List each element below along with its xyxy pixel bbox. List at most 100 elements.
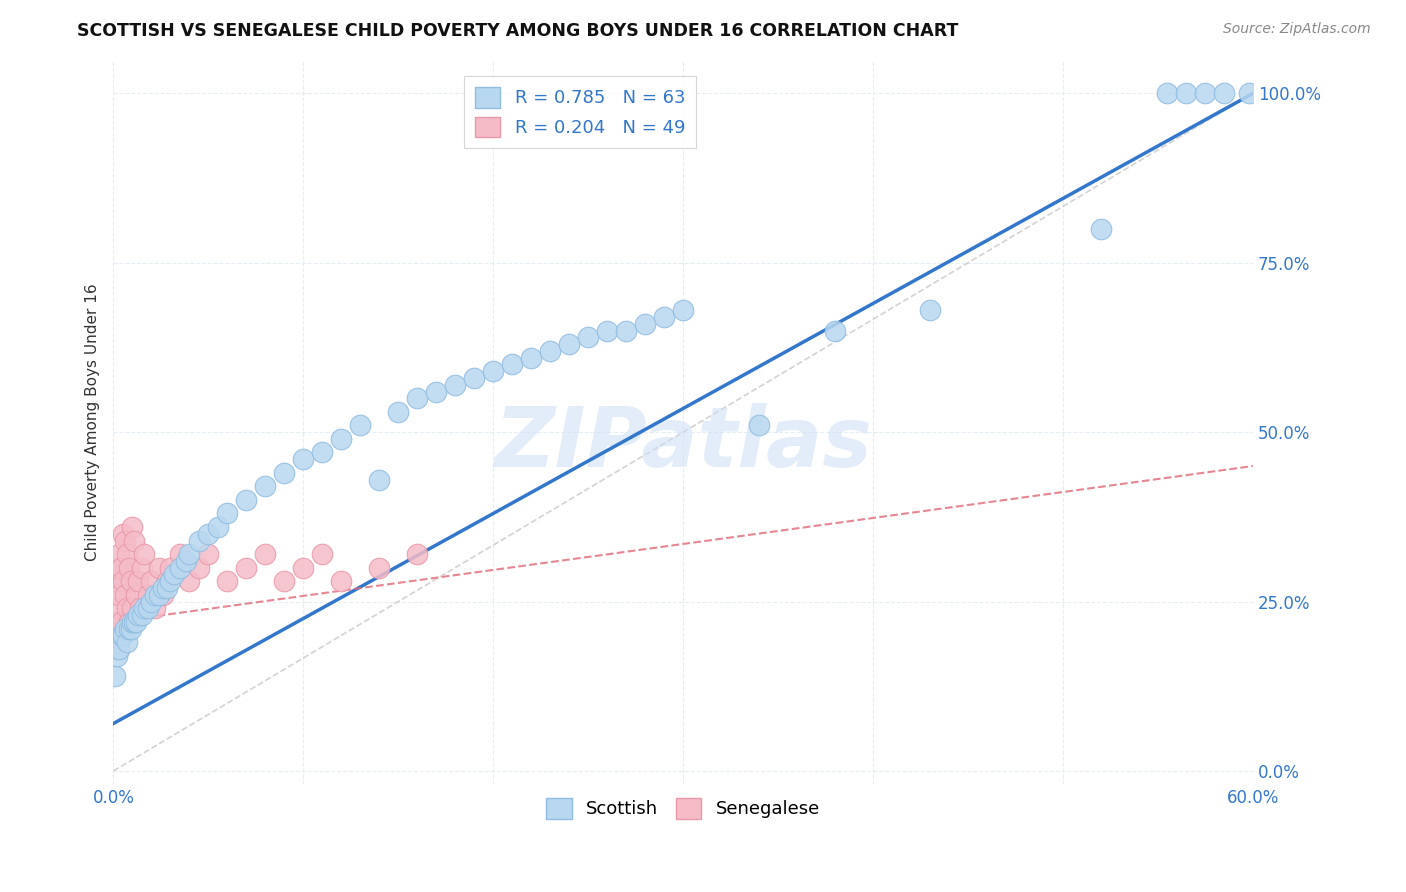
Scottish (330, 432, 353, 446)
Scottish (1237, 87, 1260, 101)
Scottish (197, 526, 219, 541)
Scottish (652, 310, 675, 324)
Scottish (558, 337, 581, 351)
Scottish (463, 371, 485, 385)
Scottish (141, 594, 163, 608)
Scottish (121, 615, 143, 629)
Scottish (120, 622, 142, 636)
Scottish (110, 628, 132, 642)
Text: Source: ZipAtlas.com: Source: ZipAtlas.com (1223, 22, 1371, 37)
Scottish (444, 377, 467, 392)
Scottish (111, 628, 134, 642)
Senegalese (125, 588, 148, 602)
Senegalese (108, 642, 131, 657)
Scottish (163, 567, 186, 582)
Senegalese (143, 601, 166, 615)
Senegalese (169, 547, 191, 561)
Scottish (349, 418, 371, 433)
Senegalese (311, 547, 333, 561)
Senegalese (197, 547, 219, 561)
Scottish (174, 554, 197, 568)
Scottish (108, 642, 131, 657)
Scottish (482, 364, 505, 378)
Scottish (187, 533, 209, 548)
Senegalese (124, 533, 146, 548)
Scottish (217, 507, 239, 521)
Senegalese (217, 574, 239, 589)
Senegalese (159, 560, 181, 574)
Scottish (124, 615, 146, 629)
Senegalese (127, 574, 149, 589)
Scottish (148, 588, 170, 602)
Scottish (596, 324, 619, 338)
Senegalese (110, 560, 132, 574)
Senegalese (104, 574, 127, 589)
Senegalese (330, 574, 353, 589)
Senegalese (136, 588, 159, 602)
Senegalese (114, 533, 136, 548)
Scottish (152, 581, 174, 595)
Scottish (1213, 87, 1236, 101)
Senegalese (187, 560, 209, 574)
Senegalese (111, 628, 134, 642)
Scottish (748, 418, 770, 433)
Senegalese (121, 601, 143, 615)
Senegalese (108, 588, 131, 602)
Senegalese (368, 560, 391, 574)
Scottish (1175, 87, 1198, 101)
Scottish (159, 574, 181, 589)
Scottish (1090, 222, 1112, 236)
Scottish (156, 581, 179, 595)
Scottish (824, 324, 846, 338)
Scottish (179, 547, 201, 561)
Scottish (114, 622, 136, 636)
Scottish (118, 622, 141, 636)
Scottish (634, 317, 657, 331)
Scottish (235, 492, 257, 507)
Senegalese (152, 588, 174, 602)
Scottish (105, 648, 128, 663)
Legend: Scottish, Senegalese: Scottish, Senegalese (538, 791, 827, 826)
Senegalese (129, 601, 152, 615)
Senegalese (104, 615, 127, 629)
Scottish (406, 392, 429, 406)
Senegalese (115, 601, 138, 615)
Scottish (136, 601, 159, 615)
Senegalese (104, 642, 127, 657)
Senegalese (156, 574, 179, 589)
Senegalese (131, 560, 153, 574)
Scottish (501, 358, 523, 372)
Scottish (115, 635, 138, 649)
Senegalese (118, 615, 141, 629)
Senegalese (120, 574, 142, 589)
Scottish (132, 601, 155, 615)
Scottish (1194, 87, 1216, 101)
Senegalese (292, 560, 315, 574)
Scottish (311, 445, 333, 459)
Senegalese (121, 520, 143, 534)
Scottish (254, 479, 277, 493)
Senegalese (254, 547, 277, 561)
Senegalese (235, 560, 257, 574)
Scottish (131, 608, 153, 623)
Senegalese (110, 615, 132, 629)
Scottish (672, 303, 695, 318)
Senegalese (108, 547, 131, 561)
Senegalese (114, 588, 136, 602)
Scottish (125, 615, 148, 629)
Scottish (918, 303, 941, 318)
Senegalese (111, 526, 134, 541)
Text: SCOTTISH VS SENEGALESE CHILD POVERTY AMONG BOYS UNDER 16 CORRELATION CHART: SCOTTISH VS SENEGALESE CHILD POVERTY AMO… (77, 22, 959, 40)
Senegalese (105, 601, 128, 615)
Senegalese (105, 560, 128, 574)
Scottish (207, 520, 229, 534)
Senegalese (118, 560, 141, 574)
Scottish (520, 351, 543, 365)
Scottish (292, 452, 315, 467)
Scottish (387, 405, 409, 419)
Senegalese (115, 547, 138, 561)
Text: ZIPatlas: ZIPatlas (495, 403, 872, 484)
Scottish (368, 473, 391, 487)
Senegalese (179, 574, 201, 589)
Senegalese (148, 560, 170, 574)
